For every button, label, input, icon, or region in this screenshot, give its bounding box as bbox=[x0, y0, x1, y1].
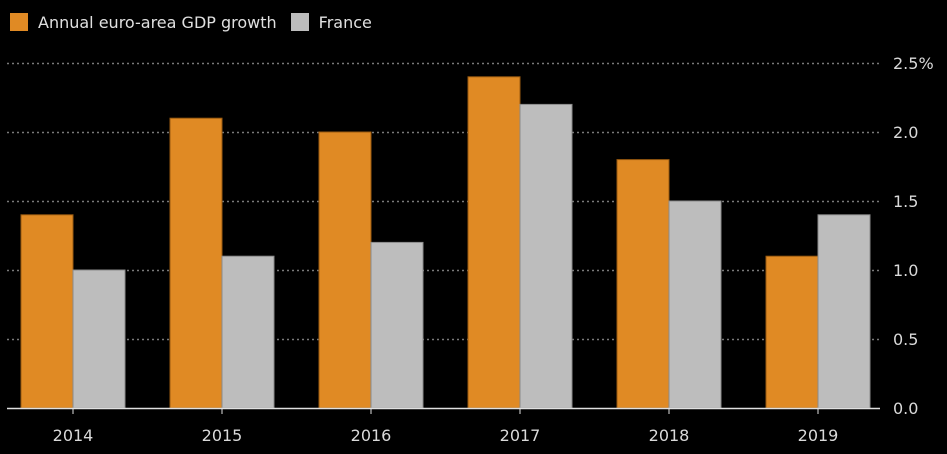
y-tick-label: 0.0 bbox=[893, 399, 918, 418]
x-tick-label: 2018 bbox=[649, 426, 690, 445]
x-tick-label: 2016 bbox=[351, 426, 392, 445]
x-axis bbox=[7, 407, 880, 414]
y-tick-label: 2.5% bbox=[893, 54, 934, 73]
legend-swatch-france bbox=[290, 13, 309, 31]
bar-france-2018 bbox=[668, 200, 722, 409]
bar-euro-area-2017 bbox=[467, 76, 521, 409]
y-tick-label: 2.0 bbox=[893, 123, 918, 142]
legend-label-france: France bbox=[318, 12, 372, 32]
x-tick-label: 2015 bbox=[202, 426, 243, 445]
legend-item-euro-area: Annual euro-area GDP growth bbox=[10, 13, 277, 32]
bar-france-2016 bbox=[370, 241, 424, 409]
x-axis-labels: 2014 2015 2016 2017 2018 2019 bbox=[53, 426, 839, 445]
y-tick-label: 1.0 bbox=[893, 261, 918, 280]
x-tick-label: 2014 bbox=[53, 426, 94, 445]
bar-euro-area-2016 bbox=[318, 131, 372, 409]
bar-euro-area-2014 bbox=[20, 214, 74, 409]
bar-france-2014 bbox=[72, 269, 126, 409]
legend-swatch-euro-area bbox=[10, 13, 28, 31]
bar-france-2017 bbox=[519, 103, 573, 409]
legend-item-france: France bbox=[290, 12, 372, 32]
legend: Annual euro-area GDP growth France bbox=[10, 10, 386, 34]
x-tick-label: 2019 bbox=[798, 426, 839, 445]
bar-euro-area-2019 bbox=[765, 255, 819, 409]
bar-euro-area-2015 bbox=[169, 117, 223, 409]
bar-france-2019 bbox=[817, 214, 871, 409]
y-tick-label: 0.5 bbox=[893, 330, 918, 349]
y-tick-label: 1.5 bbox=[893, 192, 918, 211]
bars bbox=[20, 76, 871, 409]
x-tick-label: 2017 bbox=[500, 426, 541, 445]
legend-label-euro-area: Annual euro-area GDP growth bbox=[38, 12, 277, 32]
bar-france-2015 bbox=[221, 255, 275, 409]
bar-euro-area-2018 bbox=[616, 159, 670, 409]
y-axis-labels: 0.0 0.5 1.0 1.5 2.0 2.5% bbox=[893, 54, 934, 418]
gridlines bbox=[7, 62, 880, 341]
